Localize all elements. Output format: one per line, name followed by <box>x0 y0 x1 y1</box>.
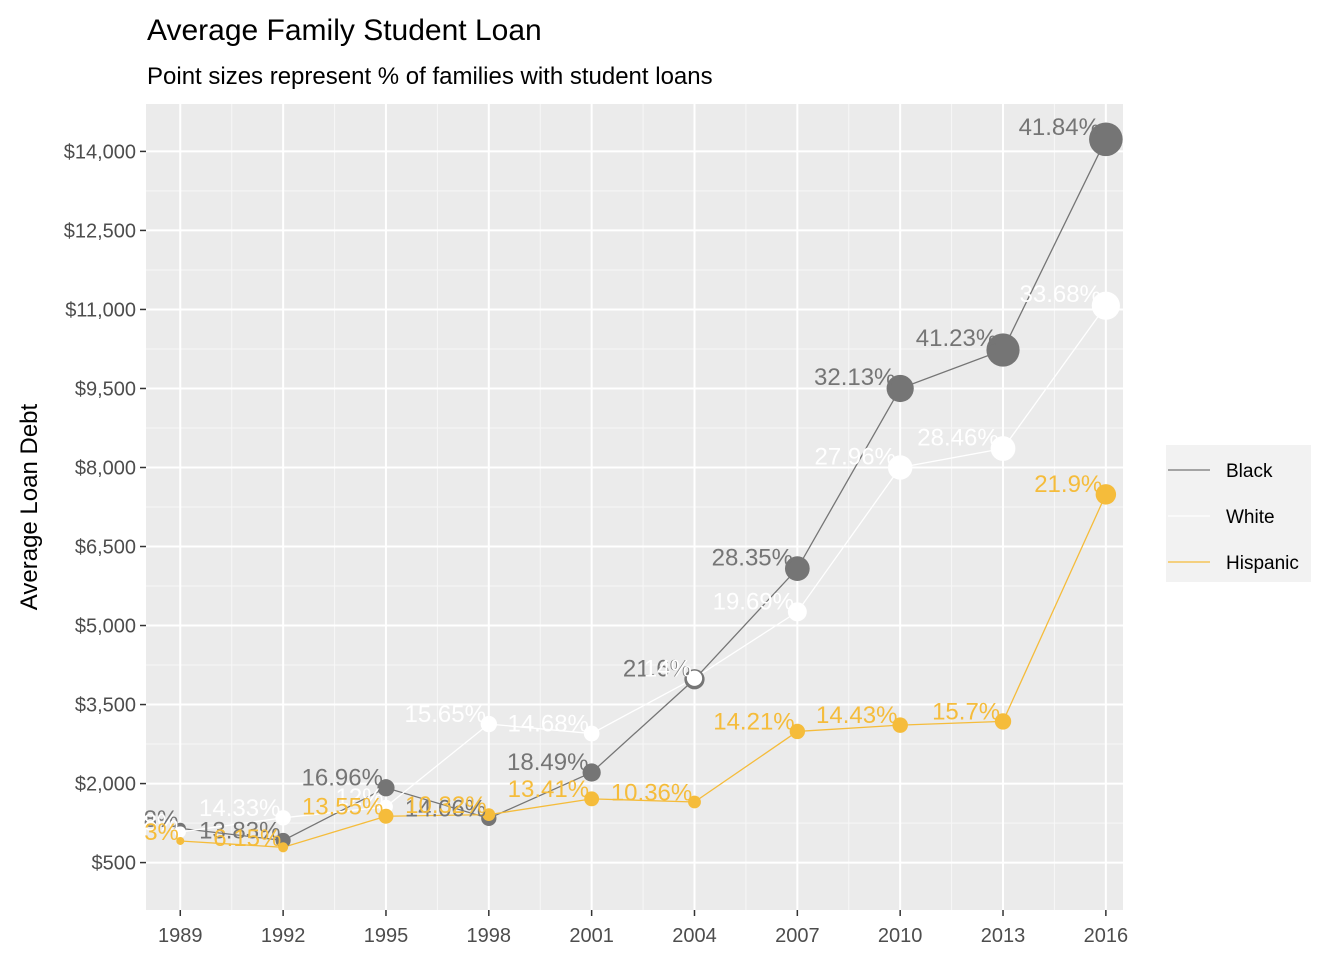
data-point-white <box>1091 291 1120 320</box>
data-label-hispanic: 10.32% <box>405 792 486 819</box>
data-point-black <box>1089 122 1123 157</box>
data-label-black: 28.35% <box>712 545 793 572</box>
y-axis: $500 $2,000 $3,500 $5,000 $6,500 $8,000 $9,500… <box>64 141 146 875</box>
data-label-black: 14.06% <box>405 795 486 822</box>
y-tick-label: $5,000 <box>75 616 136 638</box>
y-tick-label: $14,000 <box>64 141 136 163</box>
data-label-white: 14.33% <box>199 795 280 822</box>
data-point-black <box>886 374 914 403</box>
data-label-hispanic: 13.55% <box>302 793 383 820</box>
x-tick-label: 2007 <box>775 925 820 947</box>
y-tick-label: $3,500 <box>75 695 136 717</box>
data-label-hispanic: 3% <box>144 819 179 846</box>
data-label-hispanic: 14.43% <box>816 702 897 729</box>
data-point-black <box>986 333 1020 367</box>
data-point-hispanic <box>584 791 600 807</box>
legend: Black White Hispanic <box>1166 445 1311 582</box>
data-point-hispanic <box>176 836 185 845</box>
data-label-black: 21.6% <box>623 656 691 683</box>
data-label-white: 12% <box>335 784 383 811</box>
x-tick-label: 2001 <box>569 925 614 947</box>
data-label-hispanic: 21.9% <box>1034 471 1102 498</box>
data-label-hispanic: 14.21% <box>713 708 794 735</box>
data-label-hispanic: 15.7% <box>932 698 1000 725</box>
data-label-black: 41.84% <box>1019 114 1100 141</box>
y-axis-title: Average Loan Debt <box>16 403 43 610</box>
y-tick-label: $9,500 <box>75 378 136 400</box>
legend-label-black: Black <box>1226 461 1273 482</box>
x-tick-label: 1989 <box>158 925 203 947</box>
data-label-black: 16.96% <box>302 765 383 792</box>
y-tick-label: $500 <box>92 853 137 875</box>
x-tick-label: 1992 <box>261 925 306 947</box>
y-tick-label: $2,000 <box>75 774 136 796</box>
series-line-hispanic <box>180 494 1107 848</box>
data-point-white <box>686 670 703 686</box>
data-label-white: 19.69% <box>713 588 794 615</box>
data-label-white: 14% <box>644 655 692 682</box>
grid-major <box>146 104 1123 910</box>
data-point-white <box>174 826 186 838</box>
data-label-black: 8% <box>144 806 179 833</box>
data-point-hispanic <box>378 808 394 824</box>
chart-subtitle: Point sizes represent % of families with… <box>147 63 713 90</box>
x-tick-label: 2016 <box>1084 925 1129 947</box>
series-line-white <box>180 305 1107 833</box>
data-point-hispanic <box>789 723 806 740</box>
data-label-hispanic: 13.41% <box>508 776 589 803</box>
x-tick-label: 2013 <box>981 925 1026 947</box>
legend-label-white: White <box>1226 507 1275 528</box>
data-point-white <box>275 810 291 826</box>
data-label-black: 13.83% <box>199 818 280 845</box>
data-point-white <box>990 436 1016 461</box>
data-point-black <box>784 556 810 581</box>
data-point-hispanic <box>994 713 1012 730</box>
grid-minor <box>146 104 1123 910</box>
data-point-black <box>582 763 601 782</box>
data-point-white <box>480 715 497 733</box>
series-labels: 8% 13.83% 16.96% 14.06% 18.49% 21.6% 28.35% 32.… <box>144 114 1103 852</box>
y-tick-label: $6,500 <box>75 537 136 559</box>
data-point-hispanic <box>278 842 289 853</box>
data-label-white: 27.96% <box>814 443 895 470</box>
x-tick-label: 2010 <box>878 925 923 947</box>
data-label-hispanic: 10.36% <box>611 779 692 806</box>
data-label-white: 33.68% <box>1020 281 1101 308</box>
data-point-white <box>787 602 807 622</box>
legend-label-hispanic: Hispanic <box>1226 553 1299 574</box>
legend-background <box>1166 445 1311 582</box>
data-point-hispanic <box>892 717 908 733</box>
x-tick-label: 2004 <box>672 925 717 947</box>
data-point-black <box>377 779 395 797</box>
data-label-white: 14.68% <box>507 711 588 738</box>
data-point-hispanic <box>1095 484 1117 505</box>
data-label-black: 32.13% <box>814 364 895 391</box>
y-tick-label: $12,500 <box>64 220 136 242</box>
x-axis: 1989 1992 1995 1998 2001 2004 2007 2010 2013 2016 <box>158 910 1128 947</box>
series-points <box>174 122 1123 853</box>
series-lines <box>180 139 1107 848</box>
y-tick-label: $11,000 <box>65 299 136 321</box>
data-label-white: 15.65% <box>405 701 486 728</box>
data-label-white: 28.46% <box>917 424 998 451</box>
data-point-white <box>887 455 913 480</box>
data-label-hispanic: 6.15% <box>213 825 281 852</box>
series-line-black <box>180 139 1107 842</box>
data-label-black: 41.23% <box>916 325 997 352</box>
data-label-white: 8% <box>144 810 179 837</box>
y-tick-label: $8,000 <box>75 457 136 479</box>
data-point-hispanic <box>688 795 701 809</box>
x-tick-label: 1998 <box>467 925 512 947</box>
data-label-black: 18.49% <box>507 749 588 776</box>
chart-title: Average Family Student Loan <box>147 14 542 47</box>
data-point-white <box>583 725 600 742</box>
x-tick-label: 1995 <box>364 925 409 947</box>
data-point-hispanic <box>482 808 496 822</box>
